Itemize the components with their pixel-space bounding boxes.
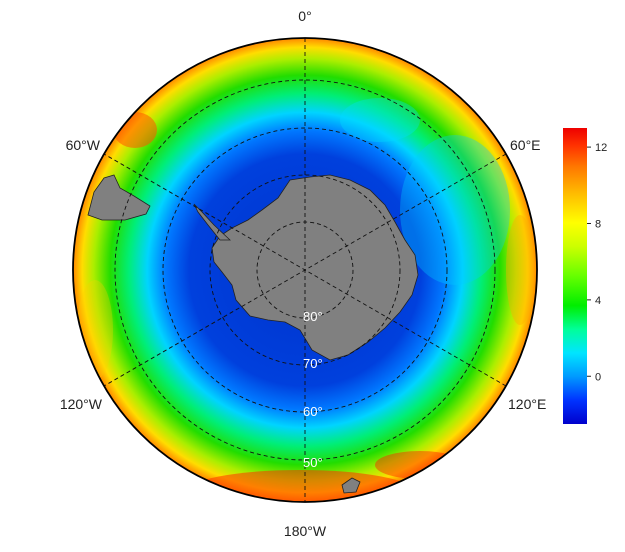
colorbar-bar [563,128,587,424]
antarctic-peninsula [193,203,232,241]
lon-label-bottom: 180°W [284,523,327,539]
lon-label-lower-right: 120°E [508,396,546,412]
map-border [72,37,538,503]
lat-circle-70 [209,174,401,366]
lon-label-lower-left: 120°W [60,396,103,412]
tasmania [341,477,361,494]
lat-circle-60 [162,127,448,413]
lon-label-top: 0° [298,8,311,24]
lat-label-80: 80° [303,309,323,324]
colorbar-tick-label: 4 [595,295,601,307]
colorbar: 12 8 4 0 [563,128,607,424]
colorbar-ticks: 12 8 4 0 [587,142,607,383]
lat-label-60: 60° [303,404,323,419]
colorbar-tick-label: 8 [595,218,601,230]
lon-label-upper-left: 60°W [66,137,101,153]
lat-label-70: 70° [303,356,323,371]
colorbar-tick-label: 0 [595,371,601,383]
graticule [103,38,507,502]
south-america-tip [87,174,151,221]
lat-circle-50 [114,79,496,461]
land [87,174,419,494]
colorbar-tick-label: 12 [595,142,607,154]
lon-label-upper-right: 60°E [510,137,541,153]
lat-label-50: 50° [303,455,323,470]
meridian-120e-60w [103,153,507,387]
